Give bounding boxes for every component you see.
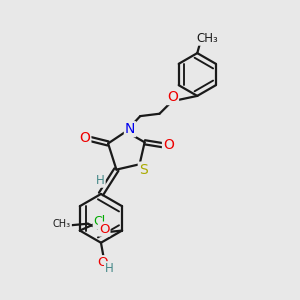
Text: O: O	[99, 223, 110, 236]
Text: CH₃: CH₃	[196, 32, 218, 45]
Text: H: H	[96, 174, 105, 187]
Text: O: O	[167, 90, 178, 104]
Text: O: O	[163, 138, 174, 152]
Text: O: O	[98, 256, 108, 269]
Text: CH₃: CH₃	[53, 219, 71, 229]
Text: O: O	[80, 130, 90, 145]
Text: Cl: Cl	[94, 215, 106, 228]
Text: H: H	[105, 262, 114, 275]
Text: N: N	[125, 122, 135, 136]
Text: S: S	[139, 163, 148, 177]
